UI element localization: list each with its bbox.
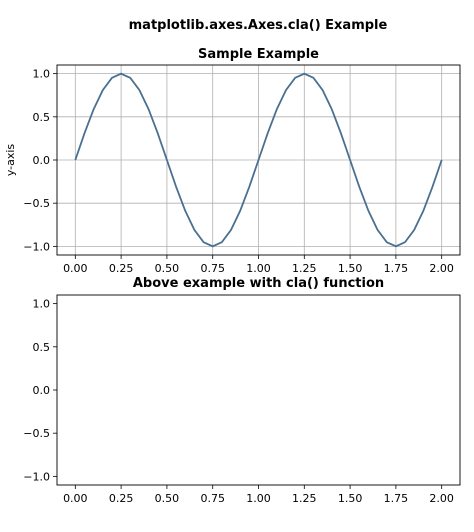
top-axes: 0.00 0.25 0.50 0.75 1.00 1.25 1.50 1.75 2.00 1.0 0… [4,47,461,275]
bottom-axes-title: Above example with cla() function [133,276,384,291]
figure-suptitle: matplotlib.axes.Axes.cla() Example [129,18,388,33]
top-series-line-0 [74,72,443,248]
top-y-tick-label-4: −1.0 [23,240,50,253]
top-y-axis-label: y-axis [4,144,17,177]
top-x-tick-label-1: 0.25 [109,262,134,275]
bottom-x-tick-label-3: 0.75 [200,492,225,505]
bottom-y-tick-label-3: −0.5 [23,427,50,440]
top-x-tick-label-4: 1.00 [246,262,271,275]
top-x-tick-label-0: 0.00 [63,262,88,275]
bottom-y-tick-label-0: 1.0 [33,298,51,311]
bottom-x-tick-label-6: 1.50 [338,492,363,505]
top-axes-title: Sample Example [198,47,319,62]
top-x-tick-label-2: 0.50 [155,262,180,275]
bottom-x-tick-label-4: 1.00 [246,492,271,505]
top-y-tick-label-0: 1.0 [33,68,51,81]
bottom-x-tick-label-0: 0.00 [63,492,88,505]
bottom-y-tick-label-2: 0.0 [33,384,51,397]
top-y-tick-label-2: 0.0 [33,154,51,167]
top-y-tick-label-3: −0.5 [23,197,50,210]
bottom-x-tick-label-1: 0.25 [109,492,134,505]
top-x-tick-label-6: 1.50 [338,262,363,275]
bottom-axes: 0.00 0.25 0.50 0.75 1.00 1.25 1.50 1.75 2.00 1.0 0… [23,276,461,505]
bottom-x-tick-label-2: 0.50 [155,492,180,505]
top-x-tick-label-8: 2.00 [429,262,454,275]
bottom-y-tick-label-4: −1.0 [23,470,50,483]
top-x-tick-label-5: 1.25 [292,262,317,275]
bottom-axes-frame [56,294,461,486]
top-x-tick-label-3: 0.75 [200,262,225,275]
top-y-tick-label-1: 0.5 [33,111,51,124]
bottom-x-tick-label-8: 2.00 [429,492,454,505]
bottom-x-tick-label-7: 1.75 [384,492,409,505]
bottom-y-tick-label-1: 0.5 [33,341,51,354]
top-x-tick-label-7: 1.75 [384,262,409,275]
bottom-x-tick-label-5: 1.25 [292,492,317,505]
